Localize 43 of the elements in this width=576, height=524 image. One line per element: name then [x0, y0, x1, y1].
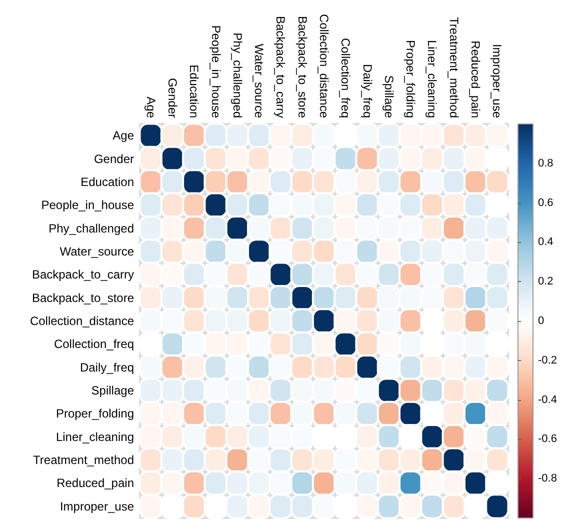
x-tick-label: Spillage	[382, 75, 396, 118]
x-tick-label: Phy_challenged	[230, 32, 244, 118]
x-tick-label: Education	[187, 64, 202, 118]
y-tick-label: Collection_freq	[54, 337, 134, 352]
x-tick-label: Water_source	[252, 44, 266, 118]
color-bar-label: 0.4	[538, 236, 554, 248]
x-tick-label: Collection_freq	[338, 38, 353, 118]
y-tick-label: Proper_folding	[56, 406, 134, 421]
x-tick-label: Liner_cleaning	[425, 40, 440, 118]
y-tick-label: Water_source	[60, 244, 134, 258]
x-tick-label: Age	[144, 96, 158, 118]
y-tick-label: Daily_freq	[80, 360, 134, 374]
y-tick-label: Backpack_to_store	[32, 290, 134, 305]
x-tick-label: Proper_folding	[404, 40, 418, 118]
color-bar-label: -0.2	[538, 354, 557, 366]
y-tick-label: People_in_house	[41, 198, 134, 212]
y-tick-label: Age	[112, 128, 134, 143]
x-tick-label: People_in_house	[208, 25, 223, 118]
y-tick-label: Phy_challenged	[48, 221, 134, 236]
y-tick-label: Improper_use	[60, 499, 134, 514]
y-tick-label: Spillage	[91, 384, 134, 398]
y-tick-label: Treatment_method	[33, 453, 134, 468]
y-tick-label: Gender	[94, 152, 134, 166]
color-bar-label: 0	[538, 315, 544, 327]
color-bar-label: 0.8	[538, 157, 554, 170]
color-bar-label: -0.6	[538, 433, 557, 446]
y-tick-label: Liner_cleaning	[56, 430, 134, 444]
y-tick-label: Backpack_to_carry	[32, 268, 134, 282]
y-tick-label: Education	[80, 174, 134, 189]
y-tick-label: Collection_distance	[30, 314, 134, 328]
x-tick-label: Gender	[165, 78, 180, 118]
x-tick-label: Backpack_to_store	[295, 16, 310, 118]
x-tick-label: Reduced_pain	[468, 40, 483, 118]
color-bar-label: 0.6	[538, 196, 554, 209]
x-tick-label: Treatment_method	[446, 17, 461, 118]
x-tick-label: Improper_use	[490, 44, 504, 118]
x-tick-label: Daily_freq	[360, 64, 374, 118]
color-bar-label: -0.4	[538, 394, 557, 406]
color-bar-label: -0.8	[538, 472, 557, 485]
y-tick-label: Reduced_pain	[56, 476, 134, 490]
x-tick-label: Backpack_to_carry	[274, 16, 288, 118]
x-tick-label: Collection_distance	[317, 14, 331, 118]
color-bar-label: 0.2	[538, 276, 554, 288]
